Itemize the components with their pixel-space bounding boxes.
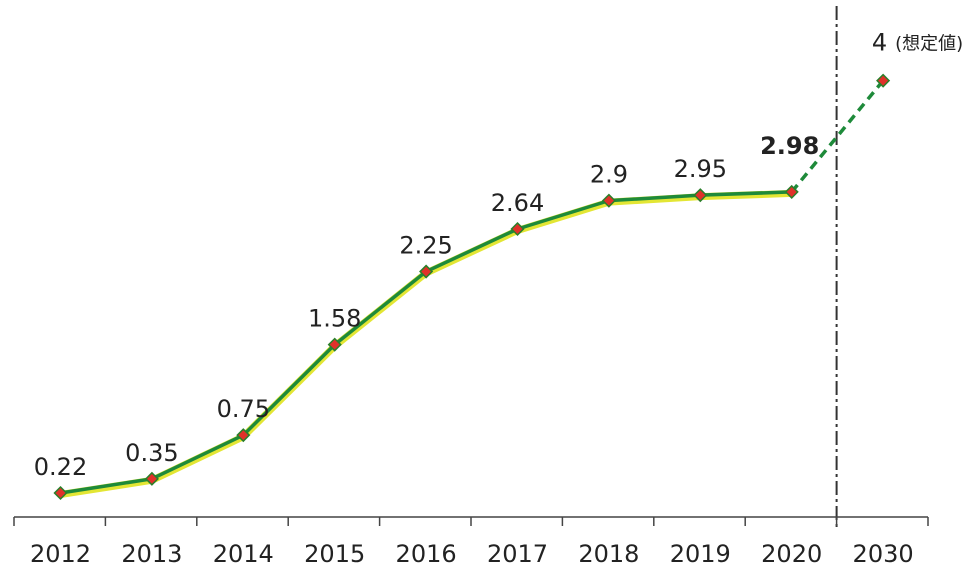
data-label: 2.9 <box>590 161 628 189</box>
data-label: 2.25 <box>399 232 452 260</box>
data-label: 2.64 <box>491 189 544 217</box>
x-tick-label: 2014 <box>213 540 274 568</box>
data-label: 2.98 <box>760 132 819 160</box>
data-markers <box>53 73 891 501</box>
x-tick-label: 2017 <box>487 540 548 568</box>
projection-note-label: (想定値) <box>895 34 963 55</box>
x-tick-label: 2016 <box>396 540 457 568</box>
x-axis <box>13 516 929 526</box>
x-tick-label: 2012 <box>30 540 91 568</box>
x-tick-label: 2018 <box>578 540 639 568</box>
x-tick-label: 2020 <box>761 540 822 568</box>
data-label: 0.35 <box>125 439 178 467</box>
data-label: 1.58 <box>308 305 361 333</box>
data-point-marker <box>876 73 891 88</box>
x-tick-labels: 2012 2013 2014 2015 2016 2017 2018 2019 2020 2030 <box>30 540 914 568</box>
data-point-marker <box>327 337 342 352</box>
x-tick-label: 2030 <box>853 540 914 568</box>
data-point-marker <box>144 471 159 486</box>
data-point-marker <box>510 221 525 237</box>
x-tick-label: 2019 <box>670 540 731 568</box>
data-point-marker <box>693 188 708 203</box>
data-point-marker <box>53 485 68 501</box>
series-line-projected <box>790 79 885 194</box>
data-label: 0.75 <box>217 395 270 423</box>
data-point-marker <box>784 184 799 199</box>
data-label: 4 <box>872 29 887 57</box>
data-point-marker <box>236 428 251 443</box>
data-point-marker <box>601 193 616 208</box>
data-labels: 0.22 0.35 0.75 1.58 2.25 2.64 2.9 2.95 2.98 4 (想定値… <box>34 29 963 481</box>
x-tick-label: 2015 <box>304 540 365 568</box>
data-point-marker <box>419 264 434 279</box>
data-label: 0.22 <box>34 453 87 481</box>
x-tick-label: 2013 <box>121 540 182 568</box>
data-label: 2.95 <box>674 155 727 183</box>
